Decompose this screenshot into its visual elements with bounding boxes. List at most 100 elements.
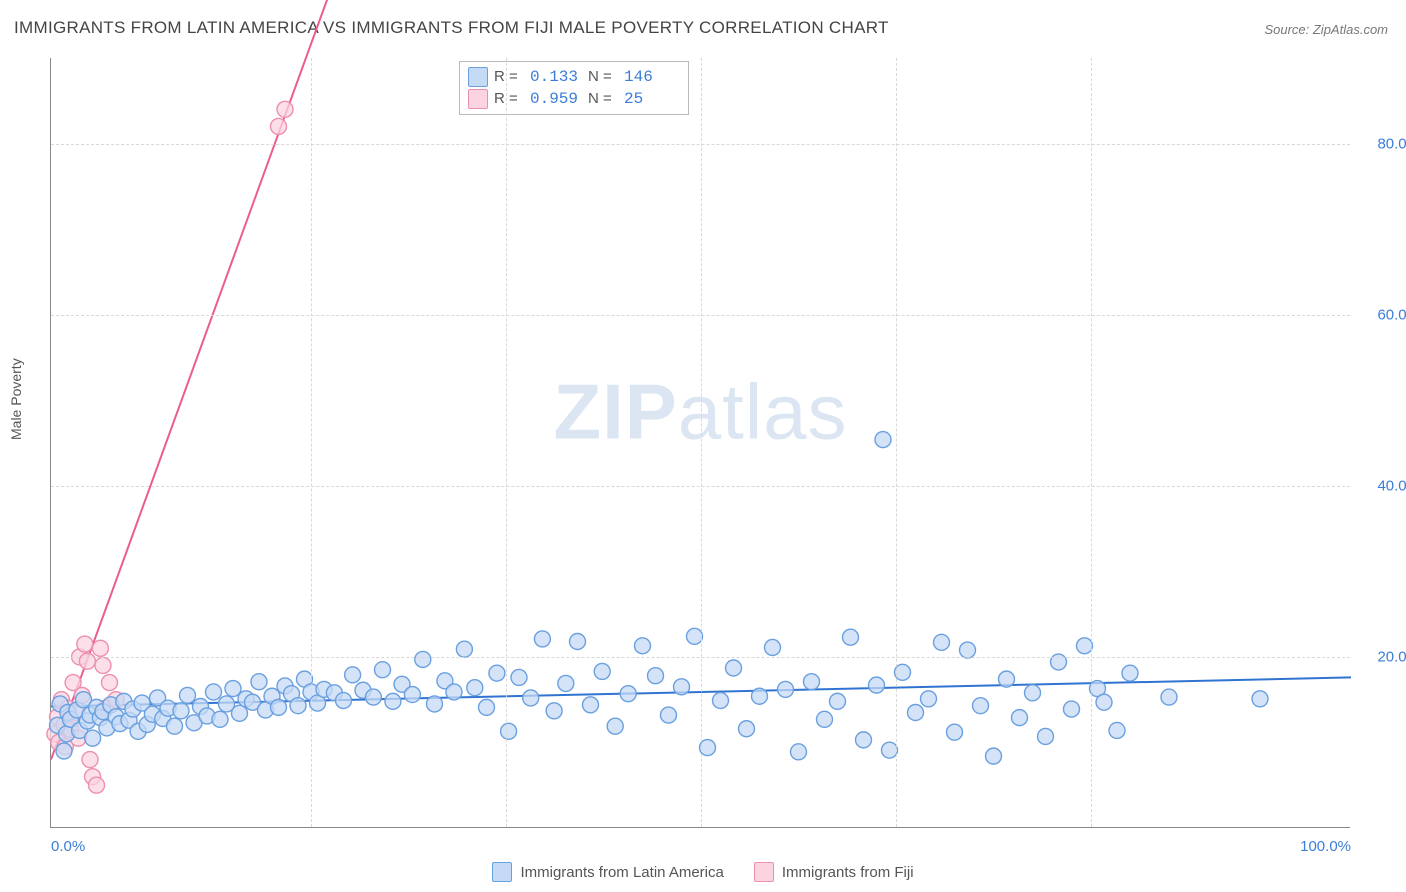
data-point (534, 631, 550, 647)
data-point (817, 711, 833, 727)
data-point (427, 696, 443, 712)
gridline-v (1091, 58, 1092, 827)
data-point (404, 687, 420, 703)
data-point (56, 743, 72, 759)
data-point (277, 101, 293, 117)
data-point (1064, 701, 1080, 717)
legend-item: Immigrants from Latin America (492, 862, 723, 882)
data-point (167, 718, 183, 734)
y-axis-label: Male Poverty (8, 358, 24, 440)
data-point (934, 634, 950, 650)
data-point (635, 638, 651, 654)
data-point (752, 688, 768, 704)
data-point (271, 118, 287, 134)
data-point (336, 693, 352, 709)
data-point (1161, 689, 1177, 705)
data-point (89, 777, 105, 793)
data-point (558, 675, 574, 691)
data-point (986, 748, 1002, 764)
data-point (1252, 691, 1268, 707)
data-point (82, 752, 98, 768)
legend-item: Immigrants from Fiji (754, 862, 914, 882)
data-point (92, 640, 108, 656)
data-point (869, 677, 885, 693)
data-point (1109, 722, 1125, 738)
data-point (345, 667, 361, 683)
data-point (102, 675, 118, 691)
source-attribution: Source: ZipAtlas.com (1264, 22, 1388, 37)
data-point (271, 699, 287, 715)
data-point (206, 684, 222, 700)
chart-title: IMMIGRANTS FROM LATIN AMERICA VS IMMIGRA… (14, 18, 889, 38)
swatch-icon (754, 862, 774, 882)
data-point (212, 711, 228, 727)
data-point (232, 705, 248, 721)
gridline-v (896, 58, 897, 827)
y-tick-label: 60.0% (1360, 306, 1406, 323)
data-point (999, 671, 1015, 687)
data-point (365, 689, 381, 705)
data-point (85, 730, 101, 746)
data-point (830, 693, 846, 709)
data-point (960, 642, 976, 658)
data-point (947, 724, 963, 740)
data-point (180, 687, 196, 703)
data-point (95, 657, 111, 673)
data-point (856, 732, 872, 748)
y-tick-label: 80.0% (1360, 135, 1406, 152)
data-point (674, 679, 690, 695)
data-point (607, 718, 623, 734)
data-point (713, 693, 729, 709)
data-point (778, 681, 794, 697)
data-point (511, 669, 527, 685)
data-point (290, 698, 306, 714)
data-point (479, 699, 495, 715)
plot-area: ZIPatlas R = 0.133 N = 146 R = 0.959 N =… (50, 58, 1350, 828)
gridline-v (701, 58, 702, 827)
data-point (501, 723, 517, 739)
swatch-icon (492, 862, 512, 882)
data-point (620, 686, 636, 702)
y-tick-label: 20.0% (1360, 648, 1406, 665)
data-point (739, 721, 755, 737)
legend-label: Immigrants from Fiji (782, 864, 914, 881)
data-point (726, 660, 742, 676)
data-point (594, 663, 610, 679)
data-point (765, 639, 781, 655)
data-point (843, 629, 859, 645)
data-point (661, 707, 677, 723)
data-point (921, 691, 937, 707)
gridline-v (311, 58, 312, 827)
data-point (225, 681, 241, 697)
data-point (375, 662, 391, 678)
data-point (875, 432, 891, 448)
data-point (546, 703, 562, 719)
data-point (804, 674, 820, 690)
data-point (648, 668, 664, 684)
data-point (446, 684, 462, 700)
data-point (456, 641, 472, 657)
data-point (523, 690, 539, 706)
data-point (251, 674, 267, 690)
data-point (1025, 685, 1041, 701)
data-point (489, 665, 505, 681)
legend-label: Immigrants from Latin America (520, 864, 723, 881)
data-point (1122, 665, 1138, 681)
gridline-v (506, 58, 507, 827)
data-point (415, 651, 431, 667)
data-point (1096, 694, 1112, 710)
y-tick-label: 40.0% (1360, 477, 1406, 494)
data-point (467, 680, 483, 696)
data-point (973, 698, 989, 714)
data-point (1038, 728, 1054, 744)
data-point (570, 633, 586, 649)
bottom-legend: Immigrants from Latin America Immigrants… (0, 862, 1406, 882)
data-point (77, 636, 93, 652)
data-point (1012, 710, 1028, 726)
data-point (385, 693, 401, 709)
data-point (79, 653, 95, 669)
data-point (791, 744, 807, 760)
data-point (173, 703, 189, 719)
data-point (583, 697, 599, 713)
x-tick-label: 100.0% (1300, 838, 1351, 855)
